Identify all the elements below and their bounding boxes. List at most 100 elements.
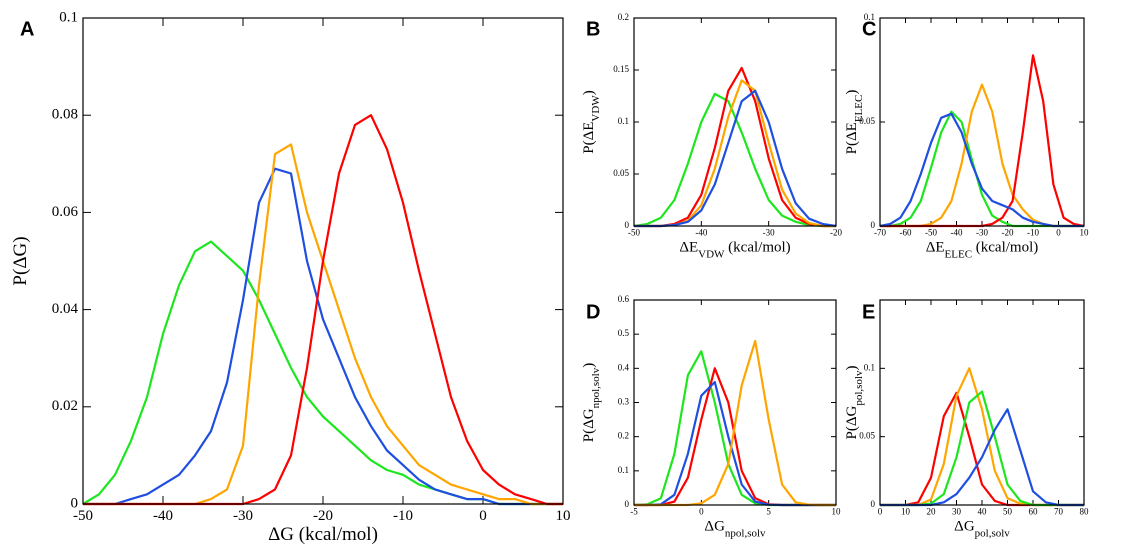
label-text: ΔG [704, 519, 725, 535]
label-subscript: pol,solv [975, 527, 1011, 539]
curve [82, 240, 563, 506]
label-subscript: ELEC [853, 95, 865, 123]
x-tick-label: 20 [927, 507, 937, 517]
plot-frame [82, 17, 564, 505]
x-tick-label: 0 [878, 507, 883, 517]
y-tick-label: 0.1 [864, 12, 875, 22]
y-tick-label: 0.1 [864, 362, 875, 372]
label-text: (kcal/mol) [724, 240, 790, 256]
y-tick-label: 0.5 [618, 328, 630, 338]
x-tick-label: 0 [1056, 228, 1061, 238]
label-subscript: VDW [698, 248, 725, 260]
x-tick-label: 60 [1029, 507, 1039, 517]
plot-frame [879, 299, 1085, 506]
label-text: P(ΔG) [10, 236, 31, 285]
y-tick-label: 0.1 [618, 465, 629, 475]
x-tick-label: -30 [976, 228, 988, 238]
curve [83, 114, 563, 506]
label-subscript: pol,solv [853, 370, 865, 406]
y-tick-label: 0.15 [613, 64, 629, 74]
y-tick-label: 0.06 [52, 204, 79, 220]
label-text: ΔG (kcal/mol) [268, 524, 378, 545]
x-tick-label: 30 [952, 507, 962, 517]
label-text: ΔE [926, 240, 945, 256]
x-tick-label: 70 [1054, 507, 1064, 517]
plot-frame [879, 17, 1085, 227]
x-tick-label: 0 [699, 507, 704, 517]
panel: A -50 -40 -30 -20 -10 0 10 0 0.02 0.04 0.06 0.08 0.1 Δ… [10, 9, 570, 545]
x-axis-label: ΔGnpol,solv [704, 519, 766, 539]
curve [633, 92, 836, 228]
y-axis-label: P(ΔEELEC) [844, 90, 864, 155]
y-tick-label: 0.05 [859, 431, 875, 441]
x-tick-label: 80 [1080, 507, 1090, 517]
y-tick-label: 0 [871, 499, 876, 509]
y-tick-label: 0.2 [618, 12, 629, 22]
y-tick-label: 0 [871, 220, 876, 230]
y-tick-label: 0.4 [618, 362, 630, 372]
y-tick-label: 0 [625, 220, 630, 230]
x-axis-label: ΔGpol,solv [954, 519, 1010, 539]
x-tick-label: 0 [479, 508, 487, 524]
curve [880, 110, 1084, 228]
x-tick-label: -60 [900, 228, 912, 238]
label-text: P(ΔE [844, 122, 860, 154]
y-tick-label: 0.3 [618, 397, 630, 407]
y-tick-label: 0.04 [52, 301, 79, 317]
label-text: ) [581, 90, 597, 95]
panel: C -70 -60 -50 -40 -30 -20 -10 0 10 0 0.05 0.1 ΔEELEC … [844, 12, 1089, 260]
x-tick-label: -20 [1002, 228, 1014, 238]
label-text: (kcal/mol) [972, 240, 1038, 256]
y-axis-label: P(ΔGnpol,solv) [581, 363, 601, 442]
label-subscript: ELEC [945, 248, 973, 260]
curve [634, 66, 836, 228]
label-text: ) [844, 90, 860, 95]
x-tick-label: 50 [1003, 507, 1013, 517]
x-axis-label: ΔG (kcal/mol) [268, 524, 378, 545]
y-tick-label: 0.02 [52, 398, 78, 414]
curve [634, 89, 837, 228]
panel: E0 10 20 30 40 50 60 70 8000.050.1ΔGpol,solvP(ΔG… [844, 299, 1090, 539]
curve [83, 143, 563, 506]
x-tick-label: -10 [1027, 228, 1039, 238]
y-axis-label: P(ΔGpol,solv) [844, 366, 864, 440]
curve [634, 79, 836, 228]
x-tick-label: -5 [630, 507, 638, 517]
x-tick-label: -20 [830, 228, 842, 238]
x-tick-label: 10 [832, 507, 842, 517]
x-tick-label: -40 [153, 508, 173, 524]
curve [83, 167, 563, 506]
y-tick-label: 0.05 [613, 168, 629, 178]
x-tick-label: -10 [393, 508, 413, 524]
y-tick-label: 0.1 [59, 9, 78, 25]
panel-letter: A [20, 18, 34, 40]
x-axis-label: ΔEVDW (kcal/mol) [679, 240, 790, 260]
x-tick-label: -40 [695, 228, 707, 238]
label-text: P(ΔE [581, 122, 597, 154]
x-tick-label: 5 [766, 507, 771, 517]
y-tick-label: 0.1 [618, 116, 629, 126]
y-tick-label: 0.2 [618, 431, 629, 441]
label-text: P(ΔG [581, 408, 597, 442]
label-subscript: npol,solv [725, 527, 766, 539]
label-text: ) [844, 366, 860, 371]
curve [879, 112, 1084, 228]
y-tick-label: 0 [71, 495, 79, 511]
label-subscript: npol,solv [590, 367, 602, 408]
x-tick-label: 40 [978, 507, 988, 517]
y-axis-label: P(ΔG) [10, 236, 31, 285]
x-tick-label: -40 [951, 228, 963, 238]
plot-frame [633, 299, 837, 506]
panel: D-5 0 5 1000.10.20.30.40.50.6ΔGnpol,solvP(Δ… [581, 294, 841, 539]
y-tick-label: 0.08 [52, 107, 78, 123]
curve [880, 408, 1084, 507]
y-tick-label: 0 [625, 499, 630, 509]
panel-letter: D [586, 301, 600, 323]
label-text: ) [581, 363, 597, 368]
x-tick-label: 10 [901, 507, 911, 517]
x-tick-label: -50 [73, 508, 93, 524]
panel-letter: B [586, 18, 600, 40]
x-tick-label: -20 [313, 508, 333, 524]
